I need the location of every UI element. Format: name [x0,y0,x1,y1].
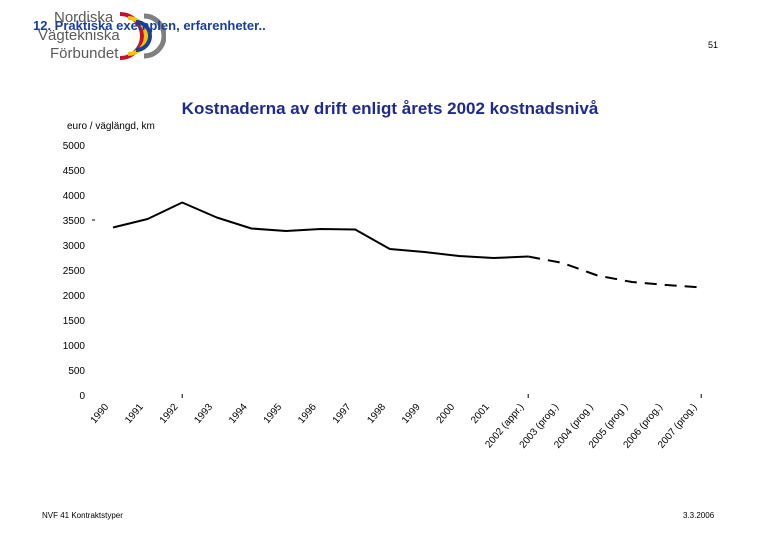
actual-series-line [112,201,529,259]
x-tick-label: 1991 [123,402,146,426]
logo-line-1: Nordiska [54,9,114,26]
footer-left: NVF 41 Kontraktstyper [42,511,123,520]
x-tick-label: 1996 [296,402,319,426]
x-axis-ticks: 1990 1991 1992 1993 1994 1995 1996 1997 1998 1999… [89,402,700,451]
x-tick-label: 1998 [365,402,388,426]
x-tick-label: 1997 [331,402,354,426]
y-tick-label: 500 [68,366,85,377]
x-tick-label: 1994 [227,402,250,426]
x-tick-label: 2001 [469,402,492,426]
y-tick-label: 5000 [63,141,86,152]
y-tick-label: 2500 [63,266,86,277]
y-tick-label: 3000 [63,241,86,252]
x-axis-tick-marks [181,394,702,398]
y-tick-label: 4000 [63,191,86,202]
y-tick-label: 3500 [63,216,86,227]
y-tick-label: 1000 [63,341,86,352]
logo-line-2: Vägtekniska [38,27,120,44]
nvf-logo: Nordiska Vägtekniska Förbundet [18,4,166,64]
x-tick-label: 1990 [89,402,112,426]
section-heading: 12. Praktiska exemplen, erfarenheter.. [33,18,266,33]
x-tick-label: 1999 [400,402,423,426]
logo-arcs-icon [119,12,166,60]
chart-title: Kostnaderna av drift enligt årets 2002 k… [182,99,599,118]
y-tick-label: 2000 [63,291,86,302]
page-number: 51 [707,40,718,50]
x-tick-label: 1993 [192,402,215,426]
y-axis-ticks: 0 500 1000 1500 2000 2500 3000 3500 4000 4500 5000 [63,141,95,402]
y-axis-label: euro / väglängd, km [67,121,155,132]
y-tick-label: 1500 [63,316,86,327]
forecast-series-line [528,255,702,289]
y-tick-label: 0 [79,391,85,402]
x-tick-label: 2000 [435,402,458,426]
series-group [112,201,702,289]
footer-date: 3.3.2006 [683,511,715,520]
y-tick-label: 4500 [63,166,86,177]
x-tick-label: 1995 [262,402,285,426]
logo-line-3: Förbundet [50,45,119,62]
x-tick-label: 1992 [158,402,181,426]
